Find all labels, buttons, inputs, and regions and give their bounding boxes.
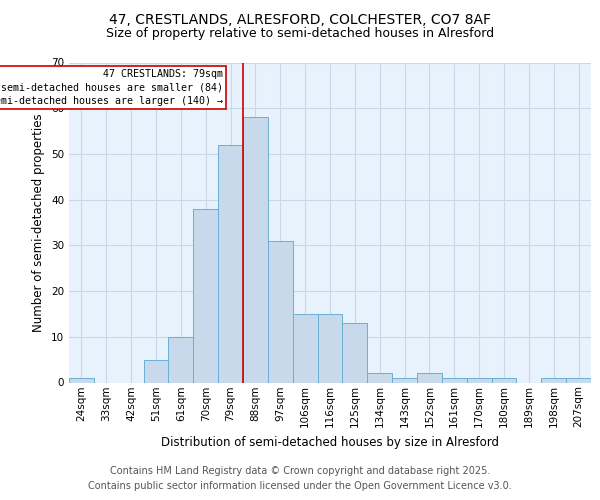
Bar (169, 337, 193, 382)
X-axis label: Distribution of semi-detached houses by size in Alresford: Distribution of semi-detached houses by … (161, 436, 499, 448)
Bar (293, 314, 317, 382)
Bar (69, 378, 94, 382)
Bar (193, 209, 218, 382)
Bar (467, 378, 491, 382)
Bar (442, 378, 467, 382)
Bar (392, 378, 417, 382)
Bar (566, 378, 591, 382)
Bar (218, 145, 243, 382)
Bar (317, 314, 343, 382)
Bar (143, 360, 169, 382)
Bar (343, 323, 367, 382)
Text: Contains public sector information licensed under the Open Government Licence v3: Contains public sector information licen… (88, 481, 512, 491)
Bar (268, 241, 293, 382)
Bar (491, 378, 517, 382)
Text: Contains HM Land Registry data © Crown copyright and database right 2025.: Contains HM Land Registry data © Crown c… (110, 466, 490, 476)
Text: Size of property relative to semi-detached houses in Alresford: Size of property relative to semi-detach… (106, 28, 494, 40)
Text: 47 CRESTLANDS: 79sqm
← 34% of semi-detached houses are smaller (84)
57% of semi-: 47 CRESTLANDS: 79sqm ← 34% of semi-detac… (0, 70, 223, 106)
Text: 47, CRESTLANDS, ALRESFORD, COLCHESTER, CO7 8AF: 47, CRESTLANDS, ALRESFORD, COLCHESTER, C… (109, 12, 491, 26)
Bar (367, 374, 392, 382)
Bar (243, 118, 268, 382)
Bar (541, 378, 566, 382)
Bar (417, 374, 442, 382)
Y-axis label: Number of semi-detached properties: Number of semi-detached properties (32, 113, 46, 332)
